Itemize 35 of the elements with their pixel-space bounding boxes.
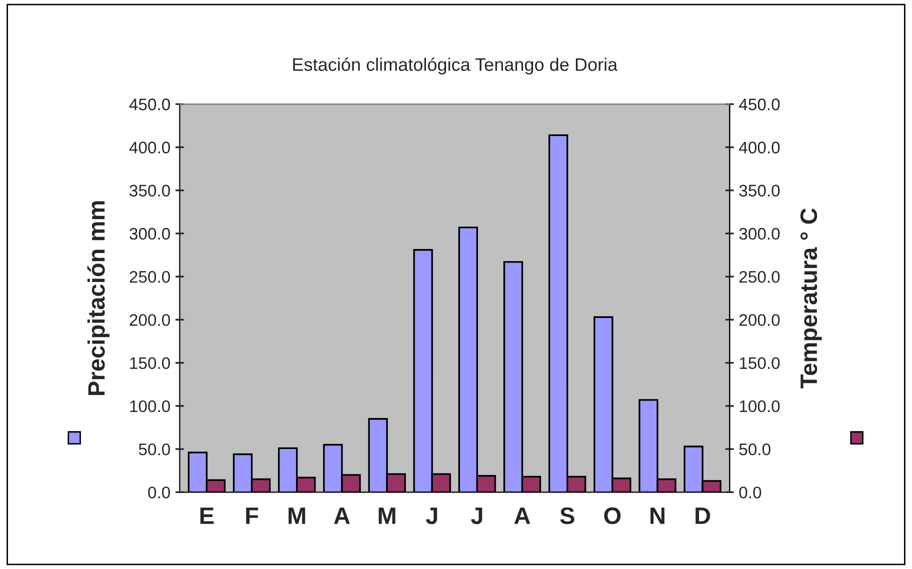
y-tick-label: 150.0 (130, 357, 170, 370)
x-tick-label: A (514, 508, 530, 524)
x-tick-label: J (470, 508, 482, 524)
x-tick-label: A (334, 508, 350, 524)
y-tick-label: 400.0 (129, 142, 170, 154)
y-tick-label: 450.0 (129, 98, 170, 110)
y2-tick-label: 150.0 (740, 357, 780, 370)
y-tick-label: 50.0 (138, 443, 170, 456)
y2-tick-label: 100.0 (740, 400, 780, 412)
y2-tick-label: 50.0 (739, 443, 770, 456)
x-tick-label: F (246, 508, 258, 524)
x-tick-label: D (696, 508, 710, 524)
y-tick-label: 200.0 (130, 314, 170, 326)
x-tick-label: M (288, 508, 306, 524)
x-tick-label: J (426, 508, 438, 524)
x-tick-label: M (378, 508, 396, 524)
y2-axis-title: Temperatura ° C (800, 208, 822, 388)
y2-tick-label: 350.0 (739, 184, 780, 197)
y-tick-label: 0.0 (148, 486, 170, 498)
y-tick-label: 300.0 (130, 228, 170, 240)
y-tick-label: 100.0 (130, 400, 170, 412)
x-tick-label: S (560, 507, 574, 524)
y2-tick-label: 0.0 (739, 486, 762, 498)
y2-tick-label: 450.0 (739, 98, 780, 110)
y2-tick-label: 200.0 (739, 314, 780, 326)
y-axis-title: Precipitación mm (87, 201, 110, 395)
x-tick-label: N (650, 508, 664, 524)
y2-tick-label: 400.0 (739, 142, 780, 154)
x-tick-label: E (200, 508, 214, 524)
chart-title: Estación climatológica Tenango de Doria (293, 57, 618, 75)
x-tick-label: O (604, 507, 621, 524)
y2-tick-label: 250.0 (739, 271, 780, 283)
y-tick-label: 350.0 (130, 184, 170, 197)
y2-tick-label: 300.0 (739, 228, 780, 240)
y-tick-label: 250.0 (130, 271, 170, 283)
